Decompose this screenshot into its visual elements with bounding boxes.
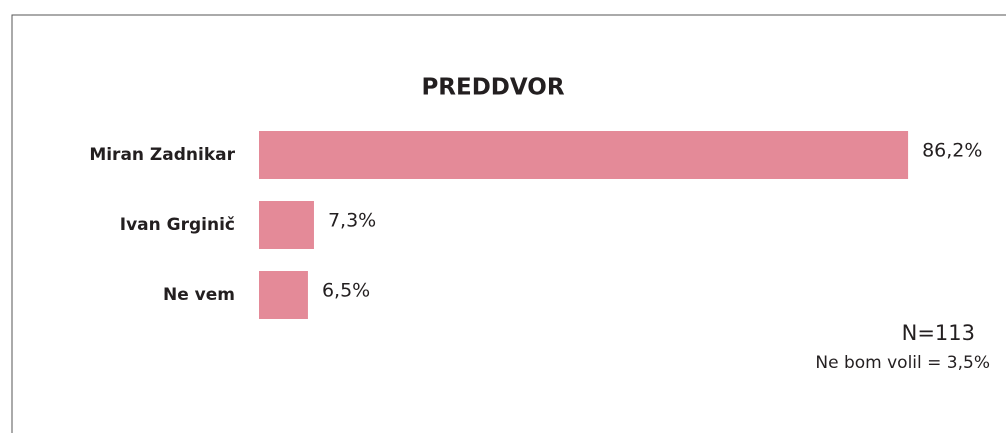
value-label: 7,3% [328,210,376,232]
bar [259,271,308,319]
bar [259,131,909,179]
frame [11,14,1006,433]
annotation: Ne bom volil = 3,5% [815,353,990,373]
category-label: Ne vem [163,285,235,305]
value-label: 86,2% [922,140,982,162]
chart-title: PREDDVOR [421,75,564,101]
annotation: N=113 [902,321,975,345]
bar [259,201,314,249]
value-label: 6,5% [322,280,370,302]
category-label: Ivan Grginič [120,215,235,235]
category-label: Miran Zadnikar [89,145,235,165]
